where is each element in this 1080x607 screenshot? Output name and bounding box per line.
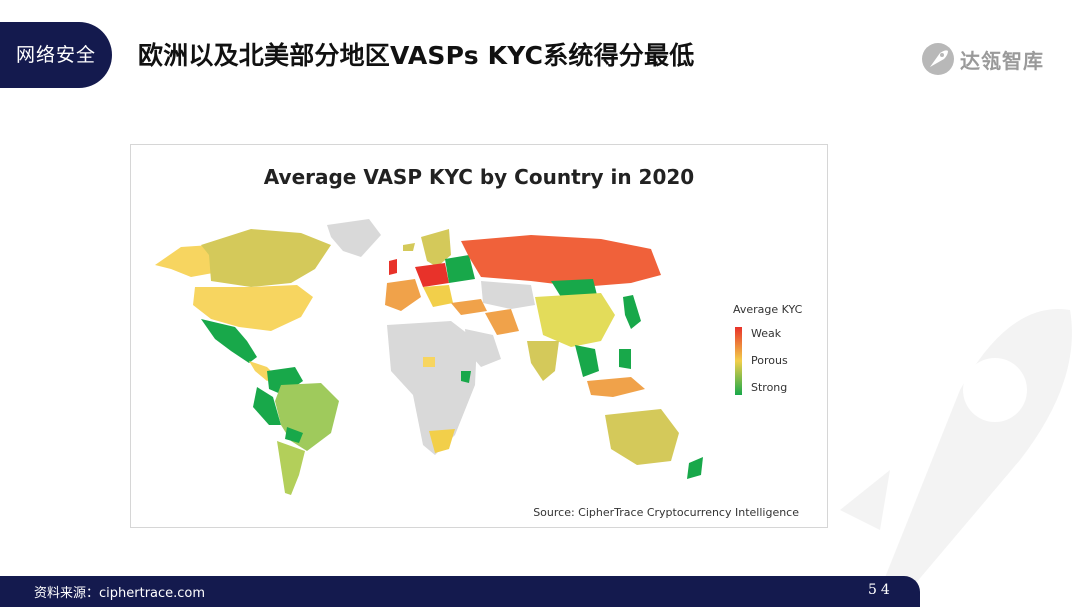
logo-rocket-icon — [922, 43, 954, 75]
map-source: Source: CipherTrace Cryptocurrency Intel… — [533, 506, 799, 519]
scandinavia — [421, 229, 451, 267]
mexico — [201, 319, 257, 363]
logo-text: 达瓴智库 — [960, 48, 1044, 73]
peru — [253, 387, 281, 425]
australia — [605, 409, 679, 465]
legend: Average KYC Weak Porous Strong — [733, 303, 803, 395]
legend-title: Average KYC — [733, 303, 803, 316]
page-title: 欧洲以及北美部分地区VASPs KYC系统得分最低 — [138, 41, 695, 70]
india — [527, 341, 559, 381]
turkey — [451, 299, 487, 315]
canada — [201, 229, 331, 287]
china — [535, 293, 615, 347]
indonesia — [587, 377, 645, 397]
mongolia — [551, 279, 597, 297]
legend-label-porous: Porous — [751, 354, 788, 367]
legend-label-strong: Strong — [751, 381, 788, 394]
south-africa — [429, 429, 455, 453]
section-tag: 网络安全 — [0, 22, 112, 88]
kenya — [461, 371, 471, 383]
logo: 达瓴智库 — [922, 42, 1044, 76]
france-iberia — [385, 279, 421, 311]
united-states — [193, 285, 313, 331]
nigeria — [423, 357, 435, 367]
footer-source: 资料来源：ciphertrace.com — [34, 586, 206, 601]
philippines — [619, 349, 631, 369]
world-map — [155, 219, 703, 495]
southeast-asia — [575, 345, 599, 377]
central-asia — [481, 281, 535, 309]
colombia-venezuela — [267, 367, 303, 395]
iceland — [403, 243, 415, 251]
bolivia — [285, 427, 303, 443]
uk — [389, 259, 397, 275]
watermark-rocket-icon — [840, 309, 1072, 590]
footer-bar: 资料来源：ciphertrace.com 54 — [0, 576, 920, 607]
page-number: 54 — [868, 582, 894, 598]
italy-balkans — [423, 285, 453, 307]
korea-japan — [623, 295, 641, 329]
africa — [387, 321, 477, 455]
new-zealand — [687, 457, 703, 479]
russia — [461, 235, 661, 287]
legend-label-weak: Weak — [751, 327, 782, 340]
argentina-chile — [277, 441, 305, 495]
greenland — [327, 219, 381, 257]
legend-color-scale — [735, 327, 742, 395]
eastern-europe — [445, 255, 475, 283]
iran — [485, 309, 519, 335]
map-title: Average VASP KYC by Country in 2020 — [263, 165, 695, 189]
central-europe — [415, 263, 449, 287]
brazil — [275, 383, 339, 451]
alaska — [155, 245, 213, 277]
world-map-figure: Average VASP KYC by Country in 2020 — [130, 144, 828, 528]
